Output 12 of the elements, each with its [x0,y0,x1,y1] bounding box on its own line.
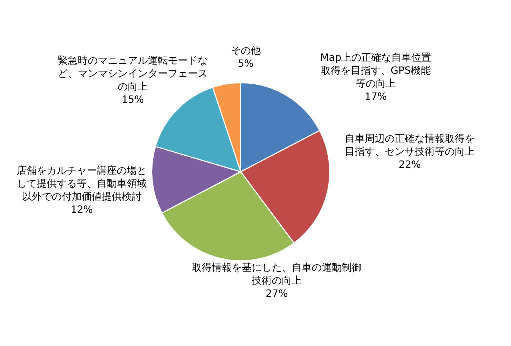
data-label: 22% [398,159,422,172]
slice-label: その他 [230,45,262,58]
data-label: 12% [70,204,94,217]
data-label: 17% [364,91,388,104]
slice-label: 緊急時のマニュアル運転モードなど、マンマシンインターフェースの向上 [57,55,209,94]
slice-label: 自車周辺の正確な情報取得を目指す、センサ技術等の向上 [344,133,476,159]
data-label: 15% [120,94,146,107]
slice-label: Map上の正確な自車位置取得を目指す、GPS機能等の向上 [319,52,433,91]
slice-label: 店舗をカルチャー講座の場として提供する等、自動車領域以外での付加価値提供検討 [17,165,147,204]
data-label: 27% [264,288,290,301]
data-label: 5% [237,58,255,71]
slice-label: 取得情報を基にした、自車の運動制御技術の向上 [192,262,362,288]
